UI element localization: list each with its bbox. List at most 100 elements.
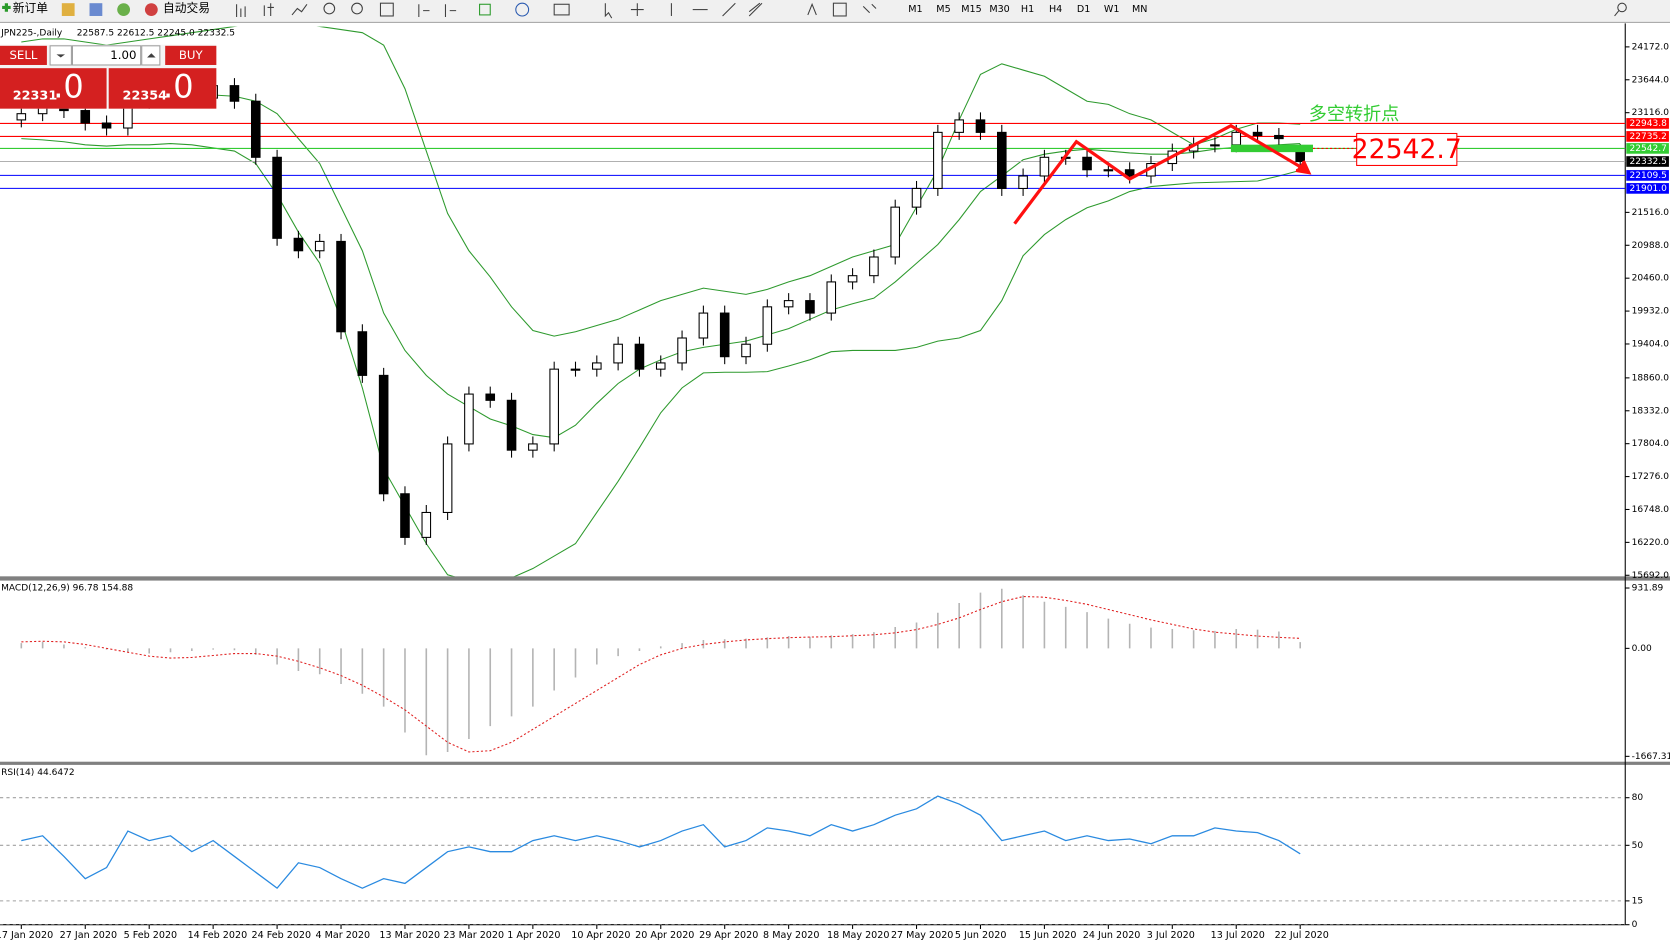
candle-body <box>464 393 474 445</box>
candle-body <box>229 85 240 102</box>
timeframe-button[interactable]: M15 <box>961 4 981 15</box>
candle-icon[interactable] <box>263 3 274 16</box>
timeframe-button[interactable]: W1 <box>1104 4 1120 15</box>
panel-title: RSI(14) 44.6472 <box>1 768 75 778</box>
plot-area: 15692.0 16220.0 16748.0 17276.0 17804.0 18332… <box>0 26 1670 941</box>
periods-icon[interactable] <box>515 2 530 17</box>
candle-body <box>1103 169 1114 172</box>
timeframe-button[interactable]: M1 <box>908 4 922 15</box>
macd-signal <box>21 596 1301 753</box>
auto-trading-icon[interactable] <box>144 3 158 16</box>
sell-price-box[interactable] <box>0 68 107 109</box>
buy-price-box[interactable] <box>108 68 217 109</box>
tile-icon[interactable] <box>379 2 394 17</box>
level-label-bg <box>1626 183 1669 194</box>
x-tick-label: 20 Apr 2020 <box>635 930 694 941</box>
shift-icon[interactable] <box>444 4 457 18</box>
channel-icon[interactable] <box>748 2 763 17</box>
new-order-icon[interactable] <box>2 3 11 12</box>
search-icon-handle <box>1614 10 1620 17</box>
sell-label[interactable]: SELL <box>9 48 37 62</box>
x-tick-label: 4 Mar 2020 <box>315 930 370 941</box>
arrows-icon[interactable] <box>862 3 877 14</box>
tool-icons <box>236 2 1627 19</box>
candle-body <box>826 281 837 314</box>
x-tick-label: 27 May 2020 <box>891 930 953 941</box>
candle-body <box>250 100 261 158</box>
timeframe-button[interactable]: M30 <box>989 4 1009 15</box>
x-tick-label: 24 Feb 2020 <box>252 930 312 941</box>
level-label-bg <box>1626 131 1669 142</box>
panel-subtitle: 22587.5 22612.5 22245.0 22332.5 <box>77 29 235 39</box>
candle-body <box>336 240 346 333</box>
x-tick-label: 29 Apr 2020 <box>699 930 758 941</box>
templates-icon[interactable] <box>553 3 570 16</box>
indicators-icon[interactable] <box>479 3 491 16</box>
lots-field[interactable] <box>71 45 142 66</box>
sell-price-fraction[interactable]: .0 <box>53 67 84 105</box>
y-tick-label: 20988.0 <box>1632 241 1670 251</box>
search-icon[interactable] <box>1617 2 1627 13</box>
dropdown-arrow <box>56 54 66 58</box>
cursor-icon[interactable] <box>604 3 613 19</box>
buy-label[interactable]: BUY <box>179 48 204 62</box>
y-tick-label: 931.89 <box>1632 584 1664 594</box>
y-tick-label: 19932.0 <box>1632 307 1670 317</box>
candle-body <box>400 493 410 538</box>
y-tick-label: -1667.31 <box>1632 752 1670 762</box>
candle-body <box>272 156 282 239</box>
y-tick-label: 21516.0 <box>1632 208 1670 218</box>
candle-body <box>1210 144 1220 147</box>
candle-body <box>911 187 922 208</box>
bar-chart-icon[interactable] <box>236 4 246 18</box>
zoom-in-icon[interactable] <box>323 2 336 15</box>
buy-price-fraction[interactable]: .0 <box>163 67 194 105</box>
candle-body <box>698 312 709 339</box>
timeframe-button[interactable]: M5 <box>936 4 950 15</box>
buy-price[interactable]: 22354 <box>123 88 168 103</box>
icon[interactable] <box>89 3 103 16</box>
text-icon[interactable] <box>807 2 817 16</box>
one-click-trading: SELL 1.00 BUY 22331 .0 22354 .0 <box>0 44 217 109</box>
label-icon[interactable] <box>832 2 847 17</box>
arrow-head <box>1295 160 1312 175</box>
x-tick-label: 22 Jul 2020 <box>1275 930 1329 941</box>
lots-value[interactable]: 1.00 <box>110 48 136 62</box>
candle-body <box>634 343 645 370</box>
timeframe-button[interactable]: H1 <box>1021 4 1034 15</box>
crosshair-icon[interactable] <box>630 3 644 16</box>
sell-button[interactable] <box>0 45 47 65</box>
candle-body <box>16 113 27 121</box>
x-tick-label: 24 Jun 2020 <box>1083 930 1141 941</box>
timeframe-button[interactable]: D1 <box>1077 4 1090 15</box>
line-chart-icon[interactable] <box>291 3 308 16</box>
y-tick-label: 17804.0 <box>1632 439 1670 449</box>
candle-body <box>80 110 91 124</box>
candle-body <box>890 206 901 258</box>
sell-price[interactable]: 22331 <box>13 88 57 103</box>
level-label-bg <box>1626 118 1669 129</box>
trendline-icon[interactable] <box>722 2 736 17</box>
auto-trading-button[interactable]: 自动交易 <box>163 1 210 15</box>
candle-body <box>975 119 986 133</box>
y-tick-label: 23116.0 <box>1632 108 1670 118</box>
y-tick-label: 20460.0 <box>1632 274 1670 284</box>
icon[interactable] <box>117 3 131 16</box>
level-label: 22109.5 <box>1630 171 1667 181</box>
autoscroll-icon[interactable] <box>418 4 430 18</box>
x-tick-label: 5 Jun 2020 <box>955 930 1007 941</box>
timeframe-button[interactable]: MN <box>1132 4 1147 15</box>
x-tick-label: 5 Feb 2020 <box>124 930 178 941</box>
x-tick-label: 10 Apr 2020 <box>571 930 630 941</box>
candle-body <box>869 256 879 277</box>
zoom-out-icon[interactable] <box>351 2 363 15</box>
buy-button[interactable] <box>165 45 217 65</box>
timeframe-button[interactable]: H4 <box>1049 4 1062 15</box>
icon[interactable] <box>61 3 75 16</box>
candle-body <box>421 511 432 538</box>
y-tick-label: 80 <box>1632 793 1644 803</box>
new-order-button[interactable]: 新订单 <box>13 1 48 15</box>
y-tick-label: 15692.0 <box>1632 571 1670 581</box>
bollinger-lower <box>21 138 1301 577</box>
candle-body <box>485 393 496 401</box>
